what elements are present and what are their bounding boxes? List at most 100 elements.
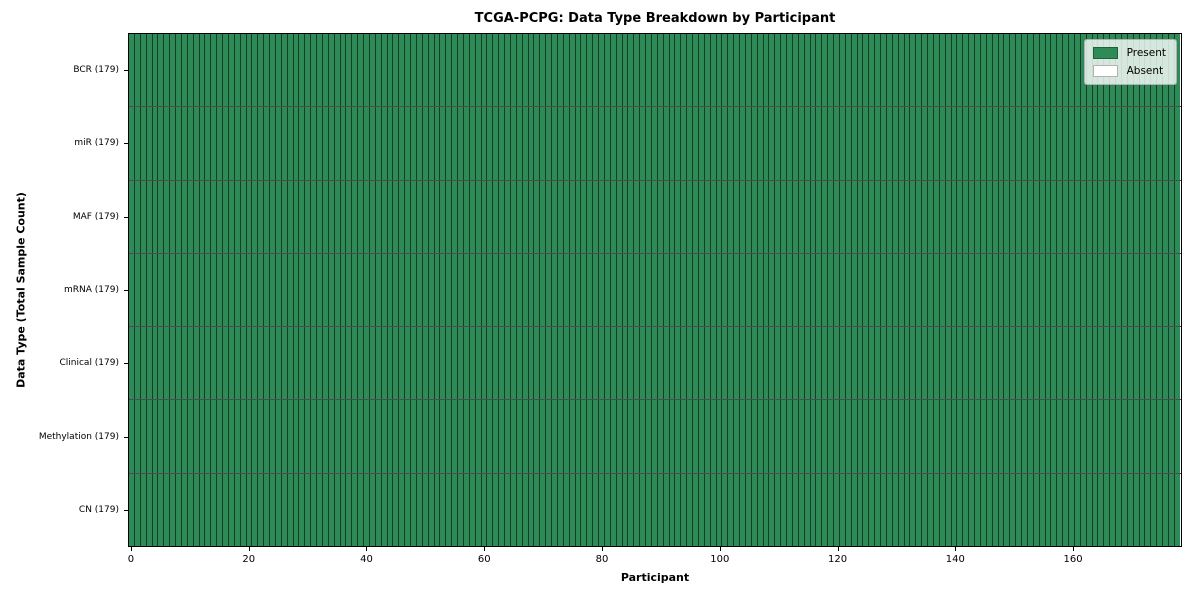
heatmap-cell <box>369 34 376 107</box>
heatmap-cell <box>980 327 987 400</box>
heatmap-cell <box>463 473 470 546</box>
heatmap-cell <box>1139 180 1146 253</box>
heatmap-cell <box>475 34 482 107</box>
heatmap-cell <box>1016 400 1022 473</box>
heatmap-cell <box>176 180 182 253</box>
heatmap-cell <box>134 327 141 400</box>
heatmap-cell <box>587 180 594 253</box>
heatmap-cell <box>851 107 858 180</box>
heatmap-cell <box>980 34 987 107</box>
heatmap-cell <box>1022 34 1028 107</box>
heatmap-cell <box>322 34 329 107</box>
heatmap-cell <box>839 253 846 327</box>
heatmap-cell <box>346 253 353 327</box>
heatmap-cell <box>575 107 582 180</box>
heatmap-cell <box>446 180 453 253</box>
heatmap-cell <box>129 327 135 400</box>
heatmap-cell <box>933 327 940 400</box>
heatmap-cell <box>475 400 482 473</box>
heatmap-cell <box>516 180 523 253</box>
heatmap-cell <box>904 253 911 327</box>
heatmap-cell <box>757 34 764 107</box>
heatmap-cell <box>487 180 494 253</box>
heatmap-cell <box>963 253 970 327</box>
heatmap-cell <box>599 253 605 327</box>
heatmap-cell <box>816 327 823 400</box>
heatmap-cell <box>851 327 858 400</box>
heatmap-cell <box>428 327 435 400</box>
heatmap-cell <box>352 253 359 327</box>
heatmap-cell <box>164 473 171 546</box>
heatmap-cell <box>1174 34 1180 107</box>
heatmap-cell <box>569 400 576 473</box>
heatmap-cell <box>628 473 635 546</box>
legend-swatch-present <box>1092 47 1118 59</box>
y-tick-label: Clinical (179) <box>59 358 119 369</box>
heatmap-cell <box>763 34 770 107</box>
heatmap-cell <box>428 34 435 107</box>
heatmap-cell <box>311 180 317 253</box>
heatmap-cell <box>704 473 711 546</box>
heatmap-cell <box>1016 473 1022 546</box>
heatmap-cell <box>181 400 188 473</box>
heatmap-cell <box>452 327 458 400</box>
heatmap-cell <box>375 180 382 253</box>
heatmap-cell <box>640 473 646 546</box>
heatmap-cell <box>734 253 740 327</box>
heatmap-cell <box>205 253 212 327</box>
heatmap-cell <box>687 253 693 327</box>
heatmap-cell <box>587 34 594 107</box>
heatmap-cell <box>622 400 629 473</box>
heatmap-cell <box>193 180 200 253</box>
heatmap-cell <box>176 107 182 180</box>
heatmap-cell <box>904 107 911 180</box>
heatmap-cell <box>311 473 317 546</box>
heatmap-cell <box>675 34 682 107</box>
heatmap-cell <box>422 400 429 473</box>
heatmap-cell <box>134 473 141 546</box>
heatmap-cell <box>740 180 746 253</box>
heatmap-cell <box>904 180 911 253</box>
heatmap-cell <box>299 327 306 400</box>
heatmap-cell <box>1157 253 1163 327</box>
heatmap-cell <box>939 34 946 107</box>
x-tick-mark <box>130 547 132 551</box>
heatmap-cell <box>158 180 165 253</box>
heatmap-cell <box>217 327 223 400</box>
heatmap-cell <box>187 400 194 473</box>
heatmap-cell <box>610 253 617 327</box>
heatmap-cell <box>1051 34 1058 107</box>
heatmap-cell <box>540 180 547 253</box>
heatmap-cell <box>458 107 464 180</box>
heatmap-cell <box>299 400 306 473</box>
heatmap-cell <box>493 400 500 473</box>
heatmap-cell <box>1116 327 1122 400</box>
heatmap-cell <box>992 327 999 400</box>
heatmap-cell <box>933 180 940 253</box>
heatmap-cell <box>475 327 482 400</box>
heatmap-cell <box>563 253 570 327</box>
heatmap-cell <box>281 400 288 473</box>
heatmap-cell <box>775 34 782 107</box>
heatmap-cell <box>552 327 558 400</box>
heatmap-cell <box>845 253 852 327</box>
heatmap-cell <box>992 34 999 107</box>
heatmap-cell <box>963 180 970 253</box>
heatmap-cell <box>892 180 899 253</box>
heatmap-cell <box>1022 107 1028 180</box>
heatmap-cell <box>863 473 870 546</box>
heatmap-cell <box>1039 327 1046 400</box>
heatmap-cell <box>1080 473 1087 546</box>
heatmap-cell <box>640 107 646 180</box>
heatmap-cell <box>792 473 799 546</box>
heatmap-cell <box>440 400 447 473</box>
heatmap-cell <box>217 473 223 546</box>
heatmap-cell <box>181 107 188 180</box>
heatmap-cell <box>963 107 970 180</box>
heatmap-cell <box>634 180 641 253</box>
heatmap-cell <box>205 473 212 546</box>
heatmap-cell <box>922 107 928 180</box>
heatmap-cell <box>552 473 558 546</box>
heatmap-cell <box>945 327 952 400</box>
heatmap-cell <box>1069 107 1075 180</box>
